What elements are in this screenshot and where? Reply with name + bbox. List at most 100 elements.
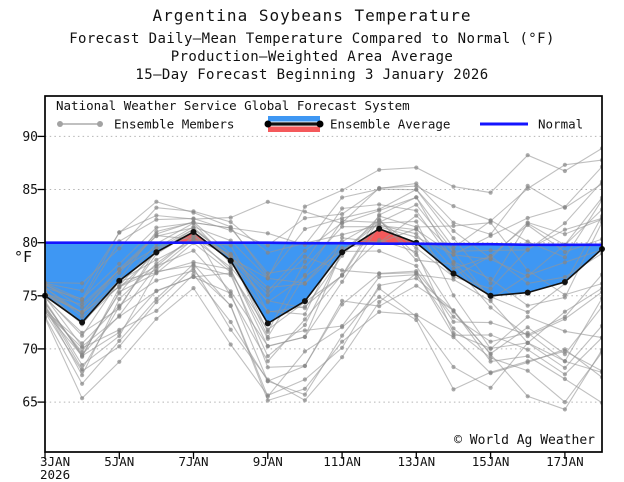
ensemble-member-dot	[117, 261, 122, 266]
ensemble-member-dot	[562, 205, 568, 210]
y-axis-tick-label: 75	[22, 289, 38, 304]
ensemble-average-dot	[301, 298, 308, 305]
ensemble-member-dot	[488, 359, 493, 364]
ensemble-member-dot	[191, 286, 196, 291]
ensemble-member-dot	[451, 252, 456, 257]
ensemble-member-dot	[451, 314, 456, 319]
ensemble-member-dot	[414, 195, 419, 200]
ensemble-member-dot	[302, 377, 307, 382]
ensemble-member-dot	[302, 392, 307, 397]
ensemble-member-dot	[154, 229, 159, 234]
ensemble-member-dot	[340, 232, 345, 237]
ensemble-member-dot	[228, 267, 233, 272]
ensemble-member-dot	[377, 283, 382, 288]
y-axis-tick-label: 90	[22, 130, 38, 145]
ensemble-member-dot	[265, 310, 270, 315]
ensemble-member-dot	[488, 332, 493, 337]
ensemble-member-dot	[562, 365, 568, 370]
ensemble-average-dot	[339, 249, 346, 256]
ensemble-member-dot	[340, 216, 345, 221]
ensemble-member-dot	[562, 249, 568, 255]
normal-line	[45, 241, 602, 247]
ensemble-member-line	[45, 230, 602, 371]
x-axis-tick-label: 15JAN	[472, 454, 510, 469]
ensemble-member-dot	[414, 317, 419, 323]
ensemble-member-dot	[488, 305, 493, 310]
ensemble-member-dot	[191, 260, 196, 265]
ensemble-member-dot	[562, 168, 568, 174]
ensemble-member-line	[45, 266, 602, 403]
ensemble-member-line	[45, 214, 602, 313]
ensemble-member-dot	[191, 217, 196, 222]
ensemble-member-dot	[414, 258, 419, 263]
ensemble-member-dot	[451, 228, 456, 234]
ensemble-member-dot	[525, 368, 530, 373]
ensemble-member-dot	[302, 386, 307, 391]
ensemble-member-dot	[414, 219, 419, 224]
ensemble-member-dot	[228, 303, 233, 308]
ensemble-member-line	[45, 147, 602, 309]
ensemble-member-dot	[340, 188, 345, 193]
ensemble-members-swatch-icon	[57, 121, 103, 127]
ensemble-member-line	[45, 242, 602, 376]
ensemble-member-dot	[154, 213, 159, 218]
ensemble-member-dot	[525, 281, 530, 286]
ensemble-member-line	[45, 182, 602, 303]
ensemble-member-dot	[302, 328, 307, 333]
ensemble-member-dot	[377, 294, 382, 299]
x-axis-year-label: 2026	[40, 467, 70, 482]
axis-ticks	[37, 135, 566, 459]
ensemble-member-dot	[302, 259, 307, 264]
ensemble-average-dot	[153, 249, 160, 256]
ensemble-member-dot	[414, 213, 419, 218]
ensemble-member-line	[45, 188, 602, 300]
ensemble-member-dot	[228, 319, 233, 325]
ensemble-member-dot	[451, 245, 456, 250]
ensemble-member-dot	[191, 263, 196, 268]
ensemble-member-dot	[340, 268, 345, 273]
ensemble-member-dot	[154, 296, 159, 301]
ensemble-member-dot	[302, 322, 307, 328]
ensemble-member-dot	[117, 306, 122, 311]
ensemble-member-dot	[302, 272, 307, 278]
ensemble-member-dot	[377, 212, 382, 217]
ensemble-member-dot	[191, 224, 196, 229]
ensemble-member-dot	[80, 305, 85, 310]
ensemble-member-line	[45, 185, 602, 306]
ensemble-member-dot	[265, 250, 270, 255]
ensemble-member-dot	[265, 354, 270, 359]
ensemble-member-dot	[451, 220, 456, 225]
ensemble-member-dot	[451, 223, 456, 228]
ensemble-member-dot	[377, 304, 382, 309]
ensemble-member-dot	[562, 260, 568, 265]
ensemble-member-dot	[340, 279, 345, 284]
ensemble-member-dot	[80, 297, 85, 302]
ensemble-member-dot	[525, 310, 530, 315]
ensemble-member-dot	[562, 162, 568, 167]
ensemble-member-dot	[302, 363, 307, 368]
ensemble-member-dot	[117, 267, 122, 272]
ensemble-member-dot	[488, 370, 493, 375]
y-axis-unit: °F	[14, 248, 32, 266]
ensemble-member-dot	[525, 247, 530, 252]
ensemble-member-dot	[265, 289, 270, 294]
ensemble-members	[45, 146, 602, 412]
ensemble-member-dot	[525, 239, 530, 244]
ensemble-member-dot	[451, 387, 456, 392]
ensemble-member-dot	[340, 345, 345, 350]
ensemble-member-dot	[340, 245, 345, 251]
ensemble-member-dot	[562, 275, 568, 280]
legend-normal-label: Normal	[538, 117, 583, 132]
ensemble-member-dot	[525, 153, 530, 158]
ensemble-member-dot	[191, 210, 196, 215]
ensemble-member-dot	[228, 289, 233, 294]
y-axis-tick-label: 70	[22, 342, 38, 357]
ensemble-average-dot	[376, 225, 383, 232]
ensemble-member-dot	[265, 359, 270, 364]
ensemble-member-dot	[451, 319, 456, 324]
ensemble-member-line	[45, 159, 602, 301]
ensemble-member-dot	[562, 359, 568, 364]
ensemble-member-dot	[340, 224, 345, 229]
ensemble-member-dot	[265, 394, 270, 399]
ensemble-member-dot	[302, 216, 307, 221]
